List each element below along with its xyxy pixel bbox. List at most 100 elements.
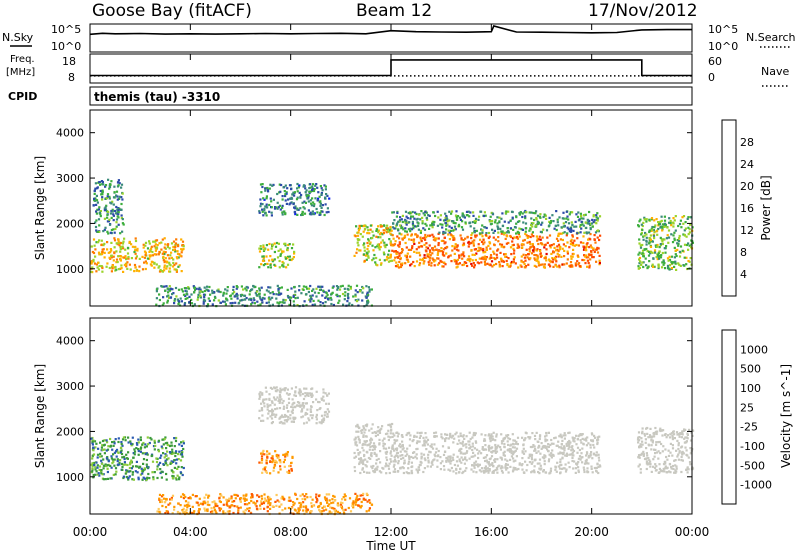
scatter-cell [528, 240, 531, 244]
scatter-cell [252, 297, 255, 300]
scatter-cell [176, 474, 179, 477]
scatter-cell [321, 398, 324, 401]
scatter-cell [447, 468, 450, 471]
scatter-cell [169, 287, 173, 290]
scatter-cell [173, 268, 176, 271]
scatter-cell [281, 414, 284, 417]
nave-right-tick-bottom: 0 [708, 71, 715, 84]
scatter-cell [226, 289, 229, 292]
scatter-cell [118, 244, 121, 247]
scatter-cell [471, 464, 474, 467]
scatter-cell [375, 263, 378, 266]
scatter-cell [423, 444, 426, 447]
scatter-cell [271, 409, 275, 413]
scatter-cell [534, 438, 537, 441]
scatter-cell [289, 202, 292, 205]
scatter-cell [598, 259, 601, 262]
scatter-cell [458, 262, 461, 265]
scatter-cell [572, 454, 575, 457]
scatter-cell [171, 293, 174, 296]
scatter-cell [107, 251, 110, 254]
scatter-cell [375, 453, 378, 456]
scatter-cell [270, 214, 273, 217]
scatter-cell [643, 248, 646, 251]
scatter-cell [383, 437, 386, 440]
scatter-cell [367, 238, 370, 241]
scatter-cell [346, 294, 349, 297]
scatter-cell [178, 478, 181, 481]
scatter-cell [652, 458, 655, 461]
scatter-cell [207, 297, 210, 300]
scatter-cell [122, 247, 125, 250]
scatter-cell [172, 475, 175, 478]
scatter-cell [593, 436, 597, 439]
scatter-cell [190, 302, 193, 305]
scatter-cell [471, 445, 475, 448]
scatter-cell [441, 460, 444, 463]
scatter-cell [468, 443, 471, 446]
scatter-cell [518, 212, 521, 215]
scatter-cell [378, 248, 381, 251]
scatter-cell [586, 259, 589, 262]
scatter-cell [442, 453, 446, 456]
scatter-cell [577, 211, 580, 214]
scatter-cell [539, 464, 542, 467]
scatter-cell [272, 198, 275, 201]
scatter-cell [680, 436, 683, 439]
scatter-cell [323, 184, 326, 187]
scatter-cell [468, 215, 471, 218]
scatter-cell [115, 268, 118, 271]
scatter-cell [301, 415, 305, 418]
scatter-cell [333, 495, 336, 498]
scatter-cell [457, 249, 460, 252]
scatter-cell [548, 259, 551, 262]
scatter-cell [288, 303, 291, 306]
scatter-cell [185, 287, 188, 290]
scatter-cell [535, 254, 538, 257]
scatter-cell [456, 258, 459, 261]
scatter-cell [399, 454, 402, 457]
scatter-cell [364, 498, 367, 501]
scatter-cell [565, 234, 568, 237]
scatter-cell [325, 193, 328, 196]
scatter-cell [266, 188, 269, 191]
scatter-cell [232, 288, 235, 291]
scatter-cell [384, 451, 387, 454]
scatter-cell [294, 390, 297, 393]
scatter-cell [428, 263, 431, 266]
scatter-cell [145, 262, 148, 265]
scatter-cell [465, 210, 469, 213]
scatter-cell [225, 297, 228, 300]
scatter-cell [642, 255, 645, 258]
scatter-cell [584, 213, 587, 216]
scatter-cell [556, 221, 559, 224]
scatter-cell [248, 298, 251, 301]
scatter-cell [660, 219, 663, 222]
scatter-cell [308, 419, 311, 422]
scatter-cell [404, 241, 407, 245]
scatter-cell [190, 293, 193, 296]
scatter-cell [536, 256, 540, 259]
scatter-cell [400, 264, 403, 267]
scatter-cell [409, 255, 412, 258]
scatter-cell [512, 247, 515, 250]
scatter-cell [326, 293, 329, 297]
scatter-cell [288, 243, 291, 246]
scatter-cell [376, 243, 379, 246]
scatter-cell [271, 291, 274, 294]
scatter-cell [598, 464, 601, 467]
scatter-cell [531, 225, 534, 228]
scatter-cell [96, 187, 99, 190]
scatter-cell [492, 231, 495, 234]
scatter-cell [376, 433, 380, 436]
scatter-cell [238, 301, 241, 304]
scatter-cell [101, 198, 104, 201]
scatter-cell [570, 221, 573, 224]
scatter-cell [463, 263, 466, 266]
scatter-cell [464, 469, 467, 472]
scatter-cell [261, 255, 264, 258]
scatter-cell [673, 459, 676, 462]
scatter-cell [142, 458, 146, 461]
scatter-cell [536, 258, 539, 261]
scatter-cell [427, 253, 430, 256]
